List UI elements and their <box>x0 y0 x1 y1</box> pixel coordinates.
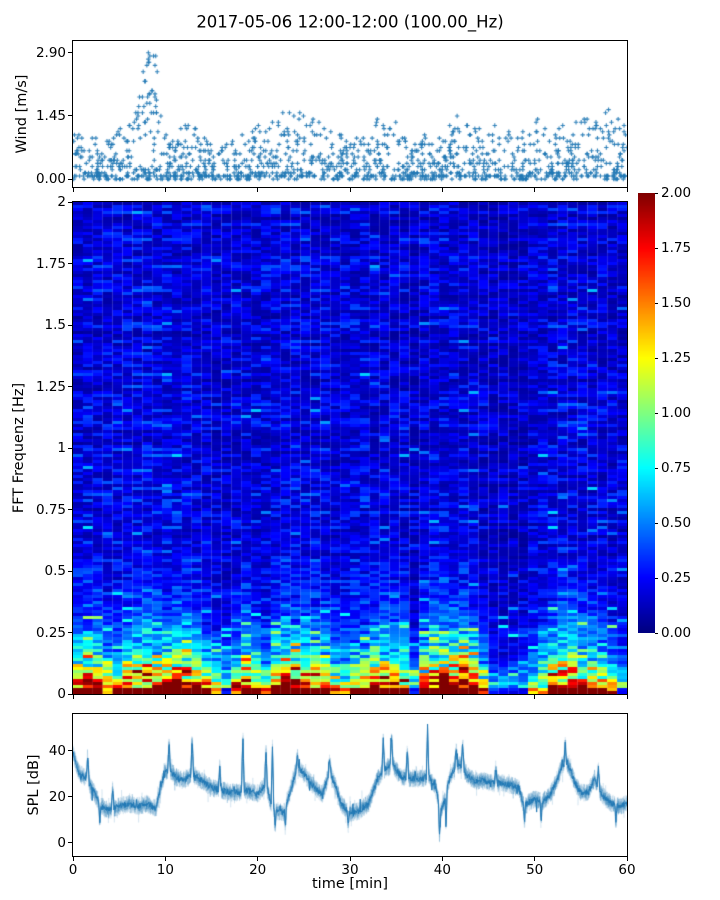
tick-label: 60 <box>618 862 636 878</box>
tick-label: 1.25 <box>661 350 692 366</box>
tick-label: 0 <box>57 686 66 702</box>
tick-mark <box>68 632 72 633</box>
tick-label: 1.5 <box>44 317 66 333</box>
tick-mark <box>68 750 72 752</box>
tick-mark <box>68 324 72 326</box>
tick-label: 40 <box>48 742 66 759</box>
tick-label: 0.75 <box>661 460 692 476</box>
tick-mark <box>68 178 72 180</box>
tick-mark <box>164 188 166 192</box>
tick-mark <box>655 522 658 524</box>
tick-mark <box>655 412 658 414</box>
tick-mark <box>68 509 72 510</box>
spl-canvas <box>73 714 627 856</box>
tick-mark <box>349 857 351 861</box>
tick-label: 0.50 <box>661 515 692 531</box>
tick-mark <box>68 52 72 54</box>
tick-mark <box>655 192 658 194</box>
tick-label: 2 <box>57 194 66 210</box>
tick-mark <box>72 857 74 861</box>
tick-mark <box>441 695 443 699</box>
wind-axes <box>72 40 628 188</box>
tick-mark <box>68 201 72 203</box>
tick-label: 2.90 <box>35 44 66 61</box>
spectrogram-axes <box>72 201 628 695</box>
tick-label: 0.00 <box>35 171 66 188</box>
tick-mark <box>68 693 72 695</box>
tick-label: 40 <box>433 862 451 878</box>
tick-mark <box>655 577 658 579</box>
tick-label: 20 <box>249 862 267 878</box>
tick-mark <box>164 857 166 861</box>
tick-mark <box>655 247 658 249</box>
tick-mark <box>257 695 259 699</box>
tick-label: 0.75 <box>35 501 66 518</box>
time-xlabel: time [min] <box>311 876 389 892</box>
figure-title: 2017-05-06 12:00-12:00 (100.00_Hz) <box>196 12 504 32</box>
tick-mark <box>68 115 72 117</box>
tick-mark <box>441 188 443 192</box>
tick-mark <box>68 263 72 264</box>
tick-mark <box>68 842 72 844</box>
colorbar-canvas <box>638 193 655 633</box>
tick-mark <box>655 467 658 469</box>
tick-mark <box>349 188 351 192</box>
tick-mark <box>68 447 72 449</box>
tick-label: 1.45 <box>35 107 66 124</box>
tick-label: 1 <box>57 440 66 456</box>
tick-label: 0 <box>57 834 66 851</box>
colorbar <box>638 193 655 637</box>
tick-label: 20 <box>48 788 66 805</box>
tick-label: 30 <box>341 862 359 878</box>
tick-mark <box>655 357 658 359</box>
spl-axes <box>72 713 628 857</box>
tick-mark <box>655 302 658 304</box>
tick-mark <box>349 695 351 699</box>
tick-label: 0.25 <box>661 570 692 586</box>
tick-label: 2.00 <box>661 185 692 201</box>
tick-mark <box>534 188 536 192</box>
tick-label: 0.00 <box>661 625 692 641</box>
tick-label: 0.25 <box>35 624 66 641</box>
tick-label: 1.00 <box>661 405 692 421</box>
tick-label: 0.5 <box>44 563 66 579</box>
tick-mark <box>257 857 259 861</box>
spectrogram-canvas <box>73 202 627 694</box>
tick-label: 1.50 <box>661 295 692 311</box>
tick-label: 1.75 <box>661 240 692 256</box>
tick-mark <box>68 386 72 387</box>
tick-label: 0 <box>68 862 78 878</box>
tick-mark <box>441 857 443 861</box>
tick-label: 1.25 <box>35 378 66 395</box>
spl-ylabel: SPL [dB] <box>26 754 42 816</box>
tick-mark <box>534 857 536 861</box>
tick-mark <box>68 570 72 572</box>
tick-label: 10 <box>156 862 174 878</box>
tick-mark <box>72 695 74 699</box>
tick-mark <box>164 695 166 699</box>
tick-mark <box>626 695 628 699</box>
wind-scatter-canvas <box>73 41 627 187</box>
tick-mark <box>655 632 658 634</box>
tick-mark <box>257 188 259 192</box>
tick-label: 1.75 <box>35 255 66 272</box>
tick-mark <box>72 188 74 192</box>
tick-mark <box>68 796 72 798</box>
tick-mark <box>626 857 628 861</box>
tick-mark <box>534 695 536 699</box>
tick-mark <box>626 188 628 192</box>
tick-label: 50 <box>526 862 544 878</box>
